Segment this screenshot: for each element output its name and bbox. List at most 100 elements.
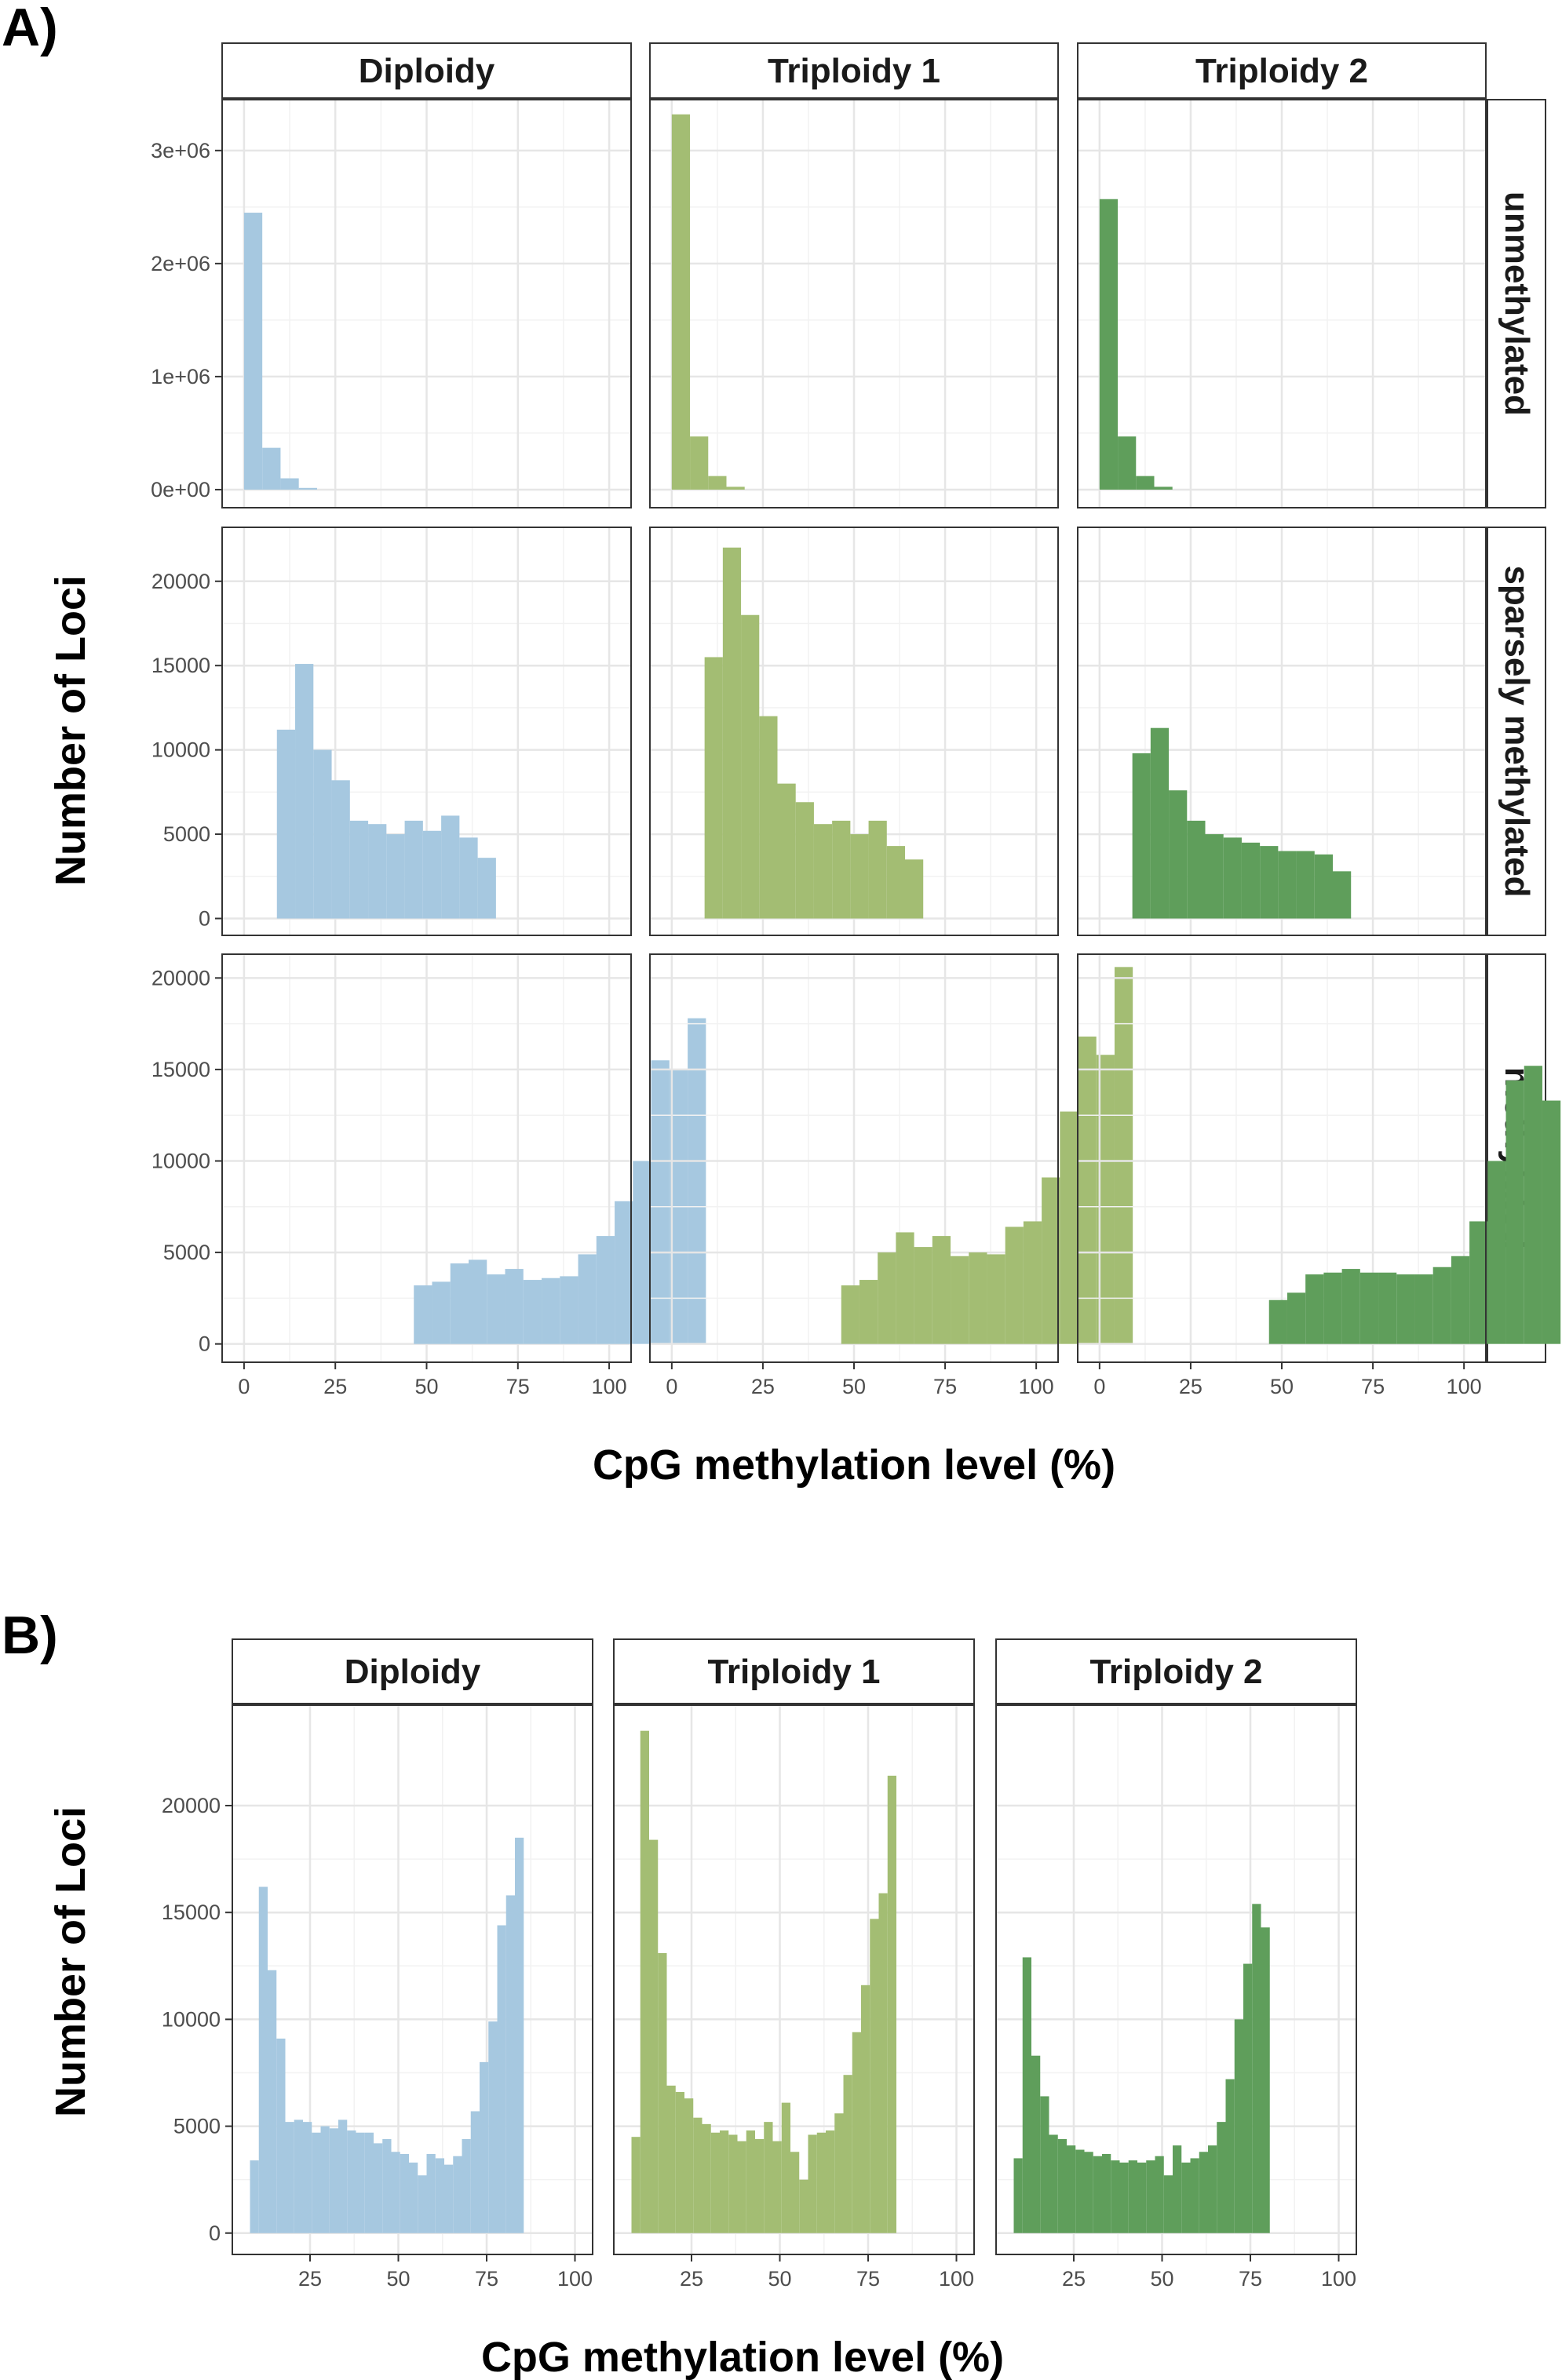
b-triploidy-2-bar bbox=[1075, 2149, 1085, 2233]
a-unmethylated-diploidy-bar bbox=[280, 478, 299, 490]
b-diploidy-bar bbox=[515, 1837, 524, 2233]
a-methylated-triploidy-2-bar bbox=[1451, 1256, 1470, 1344]
b-triploidy-2-bar bbox=[1084, 2152, 1093, 2233]
b-diploidy-y-tick-label: 10000 bbox=[162, 2007, 221, 2031]
b-triploidy-2-bar bbox=[1243, 1963, 1253, 2233]
b-triploidy-2-bar bbox=[1013, 2158, 1023, 2233]
b-triploidy-2-bar bbox=[1067, 2145, 1076, 2233]
a-methylated-diploidy-x-tick-label: 50 bbox=[414, 1375, 438, 1398]
a-unmethylated-triploidy-2-bar bbox=[1154, 487, 1173, 490]
a-methylated-triploidy-1-bar bbox=[1005, 1226, 1024, 1344]
b-diploidy-bar bbox=[258, 1886, 268, 2233]
b-col-triploidy-1-strip bbox=[613, 1638, 975, 1704]
a-sparsely-methylated-triploidy-2-bar bbox=[1150, 727, 1170, 919]
a-methylated-triploidy-1-x-tick-label: 0 bbox=[666, 1375, 677, 1398]
a-y-axis-title: Number of Loci bbox=[47, 575, 94, 886]
a-unmethylated-triploidy-2-bar bbox=[1099, 199, 1119, 490]
b-diploidy-bar bbox=[250, 2160, 259, 2233]
b-col-diploidy-strip bbox=[232, 1638, 593, 1704]
b-triploidy-1-bar bbox=[887, 1775, 896, 2233]
b-triploidy-2-bar bbox=[1163, 2175, 1173, 2233]
b-diploidy-bar bbox=[426, 2153, 436, 2233]
a-methylated-triploidy-2-bar bbox=[1359, 1272, 1379, 1344]
a-methylated-diploidy-bar bbox=[596, 1236, 615, 1344]
a-sparsely-methylated-triploidy-1-panel-border bbox=[649, 527, 1059, 936]
b-col-triploidy-2-strip bbox=[995, 1638, 1357, 1704]
b-diploidy-bar bbox=[480, 2061, 489, 2233]
a-methylated-triploidy-2-bar bbox=[1469, 1221, 1488, 1344]
b-triploidy-1-bar bbox=[710, 2132, 720, 2233]
b-triploidy-2-bar bbox=[1022, 1957, 1031, 2233]
b-triploidy-1-bar bbox=[755, 2138, 765, 2233]
b-diploidy-bar bbox=[497, 1925, 506, 2233]
a-sparsely-methylated-diploidy-bar bbox=[295, 664, 314, 919]
b-triploidy-2-bar bbox=[1102, 2153, 1111, 2233]
b-triploidy-1-bar bbox=[720, 2130, 729, 2233]
a-methylated-diploidy-bar bbox=[523, 1280, 542, 1344]
a-methylated-triploidy-1-bar bbox=[1096, 1055, 1115, 1344]
b-diploidy-y-tick-label: 0 bbox=[209, 2221, 221, 2245]
a-sparsely-methylated-triploidy-2-bar bbox=[1132, 753, 1151, 919]
a-sparsely-methylated-diploidy-bar bbox=[368, 824, 387, 919]
b-triploidy-2-bar bbox=[1208, 2145, 1217, 2233]
b-triploidy-1-x-tick-label: 50 bbox=[768, 2267, 791, 2291]
a-methylated-triploidy-2-bar bbox=[1378, 1272, 1397, 1344]
a-sparsely-methylated-triploidy-2-bar bbox=[1260, 846, 1279, 919]
a-unmethylated-diploidy-bar bbox=[298, 487, 317, 490]
a-unmethylated-triploidy-2-bar bbox=[1118, 436, 1137, 490]
b-triploidy-2-bar bbox=[1181, 2162, 1191, 2233]
a-methylated-triploidy-2-x-tick-label: 75 bbox=[1361, 1375, 1385, 1398]
b-triploidy-1-bar bbox=[808, 2134, 817, 2233]
a-sparsely-methylated-triploidy-2-bar bbox=[1223, 837, 1242, 919]
a-methylated-diploidy-x-tick-label: 25 bbox=[323, 1375, 347, 1398]
b-triploidy-1-bar bbox=[843, 2075, 852, 2233]
a-sparsely-methylated-triploidy-1-bar bbox=[722, 547, 742, 919]
a-sparsely-methylated-diploidy-bar bbox=[422, 830, 442, 919]
b-triploidy-2-bar bbox=[1137, 2162, 1147, 2233]
b-diploidy-x-tick-label: 75 bbox=[475, 2267, 498, 2291]
b-col-diploidy-strip-label: Diploidy bbox=[345, 1653, 481, 1691]
a-unmethylated-diploidy-bar bbox=[243, 213, 263, 490]
b-triploidy-1-bar bbox=[878, 1893, 888, 2233]
b-diploidy-bar bbox=[276, 2038, 286, 2233]
b-diploidy-bar bbox=[444, 2164, 454, 2233]
a-methylated-triploidy-2-x-tick-label: 100 bbox=[1447, 1375, 1482, 1398]
b-diploidy-y-tick-label: 15000 bbox=[162, 1901, 221, 1924]
a-sparsely-methylated-triploidy-2-bar bbox=[1278, 851, 1297, 919]
a-sparsely-methylated-diploidy-panel-border bbox=[221, 527, 632, 936]
b-diploidy-bar bbox=[329, 2128, 338, 2233]
b-diploidy-bar bbox=[356, 2132, 365, 2233]
a-sparsely-methylated-triploidy-2-bar bbox=[1205, 834, 1224, 919]
b-triploidy-1-x-tick-label: 100 bbox=[939, 2267, 974, 2291]
a-sparsely-methylated-triploidy-1-bar bbox=[905, 859, 924, 919]
a-methylated-diploidy-bar bbox=[468, 1259, 487, 1344]
a-sparsely-methylated-diploidy-bar bbox=[349, 820, 369, 919]
a-methylated-triploidy-1-x-tick-label: 100 bbox=[1019, 1375, 1054, 1398]
a-methylated-diploidy-bar bbox=[688, 1018, 706, 1344]
a-methylated-triploidy-1-bar bbox=[932, 1236, 951, 1344]
b-diploidy-y-tick-label: 20000 bbox=[162, 1794, 221, 1817]
a-row-unmethylated-strip bbox=[1487, 99, 1546, 508]
a-sparsely-methylated-diploidy-bar bbox=[331, 780, 350, 919]
b-diploidy-bar bbox=[320, 2126, 330, 2233]
b-triploidy-1-bar bbox=[799, 2179, 808, 2233]
a-methylated-triploidy-2-bar bbox=[1396, 1274, 1415, 1344]
b-triploidy-2-bar bbox=[1040, 2096, 1049, 2233]
a-col-triploidy-1-strip-label: Triploidy 1 bbox=[768, 52, 940, 90]
a-sparsely-methylated-diploidy-y-tick-label: 0 bbox=[199, 907, 210, 931]
a-sparsely-methylated-triploidy-1-bar bbox=[813, 824, 833, 919]
b-triploidy-1-bar bbox=[790, 2152, 800, 2233]
a-methylated-triploidy-2-bar bbox=[1341, 1269, 1360, 1344]
b-diploidy-bar bbox=[312, 2132, 321, 2233]
b-triploidy-2-bar bbox=[1234, 2019, 1243, 2233]
a-sparsely-methylated-triploidy-1-bar bbox=[741, 614, 760, 919]
b-triploidy-1-bar bbox=[852, 2032, 861, 2233]
b-diploidy-bar bbox=[294, 2119, 303, 2233]
b-triploidy-2-x-tick-label: 50 bbox=[1150, 2267, 1173, 2291]
a-methylated-diploidy-bar bbox=[432, 1281, 451, 1344]
b-triploidy-2-x-tick-label: 100 bbox=[1321, 2267, 1356, 2291]
b-diploidy-bar bbox=[303, 2122, 312, 2233]
a-sparsely-methylated-diploidy-y-tick-label: 15000 bbox=[151, 654, 210, 677]
b-diploidy-x-tick-label: 100 bbox=[557, 2267, 593, 2291]
b-triploidy-1-bar bbox=[658, 1952, 667, 2233]
